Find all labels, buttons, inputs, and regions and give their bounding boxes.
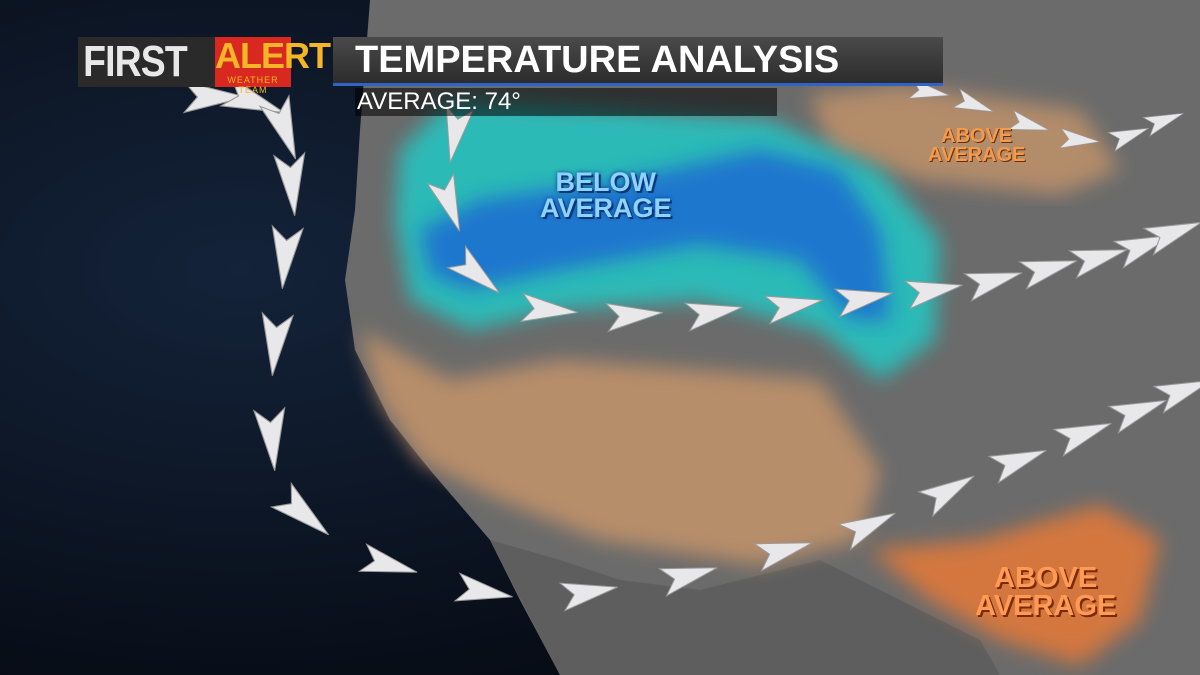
- arrow-chevron-icon: [1007, 109, 1050, 131]
- arrow-chevron-icon: [272, 151, 306, 216]
- arrow-chevron-icon: [604, 302, 664, 333]
- arrow-chevron-icon: [1058, 127, 1100, 149]
- arrow-chevron-icon: [558, 582, 618, 612]
- arrow-chevron-icon: [1107, 399, 1167, 435]
- arrow-chevron-icon: [1112, 234, 1172, 270]
- arrow-chevron-icon: [453, 572, 513, 602]
- arrow-chevron-icon: [1142, 112, 1184, 137]
- average-readout: AVERAGE: 74°: [355, 88, 777, 116]
- below-average-label: BELOW AVERAGE: [540, 167, 672, 223]
- arrow-chevron-icon: [269, 481, 330, 536]
- arrow-chevron-icon: [1017, 260, 1078, 290]
- arrow-chevron-icon: [1152, 379, 1200, 415]
- above-average-label-north: ABOVE AVERAGE: [928, 125, 1026, 166]
- arrow-chevron-icon: [952, 88, 994, 113]
- mexico-land: [490, 540, 1000, 675]
- arrow-chevron-icon: [833, 288, 893, 318]
- arrow-chevron-icon: [657, 567, 718, 597]
- arrow-chevron-icon: [962, 272, 1023, 302]
- page-title: TEMPERATURE ANALYSIS: [333, 37, 943, 86]
- arrow-chevron-icon: [763, 295, 823, 325]
- arrow-chevron-icon: [903, 280, 963, 310]
- arrow-chevron-icon: [837, 512, 896, 551]
- arrow-chevron-icon: [271, 224, 305, 289]
- above-average-label-south: ABOVE AVERAGE: [975, 562, 1117, 622]
- below-average-dark: [420, 150, 890, 320]
- arrow-chevron-icon: [1067, 249, 1128, 279]
- arrow-chevron-icon: [425, 172, 461, 232]
- arrow-chevron-icon: [258, 94, 297, 160]
- jet-stream-arrows: [182, 75, 1200, 612]
- arrow-chevron-icon: [987, 449, 1047, 485]
- arrow-chevron-icon: [445, 244, 500, 294]
- arrow-chevron-icon: [1142, 221, 1200, 257]
- header-banner: FIRST ALERT WEATHER TEAM TEMPERATURE ANA…: [78, 37, 943, 95]
- arrow-chevron-icon: [1107, 127, 1149, 152]
- arrow-chevron-icon: [683, 302, 743, 332]
- above-average-texas: [870, 505, 1160, 665]
- arrow-chevron-icon: [1052, 422, 1112, 458]
- arrow-chevron-icon: [182, 80, 246, 114]
- arrow-chevron-icon: [252, 406, 286, 471]
- arrow-chevron-icon: [519, 292, 579, 323]
- arrow-chevron-icon: [357, 543, 418, 573]
- arrow-chevron-icon: [752, 542, 813, 572]
- arrow-chevron-icon: [261, 311, 295, 376]
- above-average-north: [810, 85, 1120, 195]
- logo-alert: ALERT WEATHER TEAM: [215, 35, 331, 95]
- logo-first: FIRST: [78, 37, 216, 87]
- arrow-chevron-icon: [917, 475, 975, 518]
- above-average-southwest: [360, 330, 880, 565]
